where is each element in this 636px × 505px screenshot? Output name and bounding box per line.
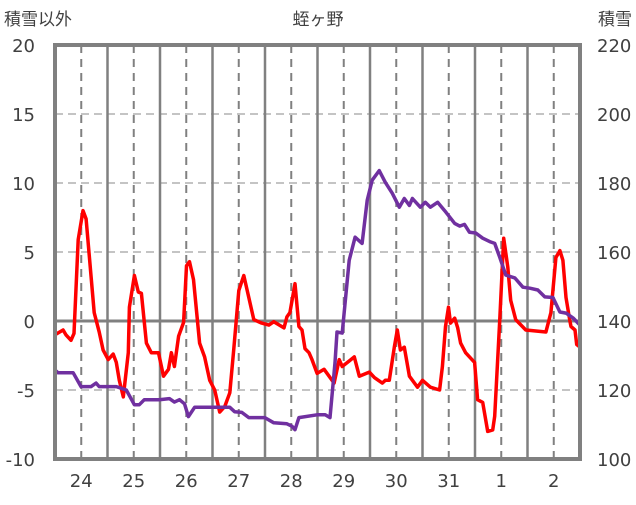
plot-border [53, 43, 582, 461]
snow-depth-series [53, 168, 582, 432]
x-tick-label: 29 [332, 471, 355, 492]
grid [55, 45, 580, 459]
left-tick-label: 20 [12, 36, 35, 57]
x-tick-label: 26 [175, 471, 198, 492]
x-tick-label: 30 [385, 471, 408, 492]
left-tick-label: 10 [12, 174, 35, 195]
left-tick-label: -10 [6, 450, 35, 471]
x-tick-label: 1 [496, 471, 507, 492]
right-tick-label: 160 [597, 243, 631, 264]
x-tick-label: 31 [437, 471, 460, 492]
x-tick-label: 27 [227, 471, 250, 492]
left-tick-label: 5 [24, 243, 35, 264]
x-tick-label: 24 [70, 471, 93, 492]
left-tick-label: -5 [17, 381, 35, 402]
left-axis-label: 積雪以外 [4, 10, 72, 30]
plot-frame [53, 43, 582, 461]
series-layer [53, 168, 582, 434]
right-tick-label: 100 [597, 450, 631, 471]
right-tick-label: 140 [597, 312, 631, 333]
right-axis-label: 積雪 [598, 10, 632, 30]
x-tick-label: 28 [280, 471, 303, 492]
right-tick-label: 180 [597, 174, 631, 195]
chart-title: 蛭ヶ野 [293, 10, 344, 30]
right-tick-label: 200 [597, 105, 631, 126]
x-tick-label: 2 [548, 471, 559, 492]
left-tick-label: 0 [24, 312, 35, 333]
right-tick-label: 220 [597, 36, 631, 57]
right-tick-label: 120 [597, 381, 631, 402]
other-series [53, 208, 582, 434]
tick-labels: -10 -5 0 5 10 15 20 100 120 140 160 180 200 220 24 25 26… [6, 36, 632, 492]
x-tick-label: 25 [122, 471, 145, 492]
left-tick-label: 15 [12, 105, 35, 126]
